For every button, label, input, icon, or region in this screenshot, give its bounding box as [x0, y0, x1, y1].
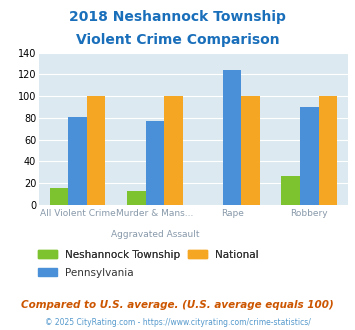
- Bar: [146, 121, 164, 205]
- Bar: [69, 117, 87, 205]
- Text: Compared to U.S. average. (U.S. average equals 100): Compared to U.S. average. (U.S. average …: [21, 300, 334, 310]
- Legend: Pennsylvania: Pennsylvania: [34, 264, 138, 282]
- Text: 2018 Neshannock Township: 2018 Neshannock Township: [69, 10, 286, 24]
- Bar: [164, 96, 183, 205]
- Legend: Neshannock Township, National: Neshannock Township, National: [34, 246, 263, 264]
- Bar: [223, 70, 241, 205]
- Bar: [241, 96, 260, 205]
- Bar: [318, 96, 337, 205]
- Text: Aggravated Assault: Aggravated Assault: [111, 230, 199, 239]
- Bar: [87, 96, 105, 205]
- Text: Violent Crime Comparison: Violent Crime Comparison: [76, 33, 279, 47]
- Text: © 2025 CityRating.com - https://www.cityrating.com/crime-statistics/: © 2025 CityRating.com - https://www.city…: [45, 318, 310, 327]
- Bar: [300, 107, 318, 205]
- Bar: [282, 177, 300, 205]
- Bar: [50, 188, 69, 205]
- Bar: [127, 190, 146, 205]
